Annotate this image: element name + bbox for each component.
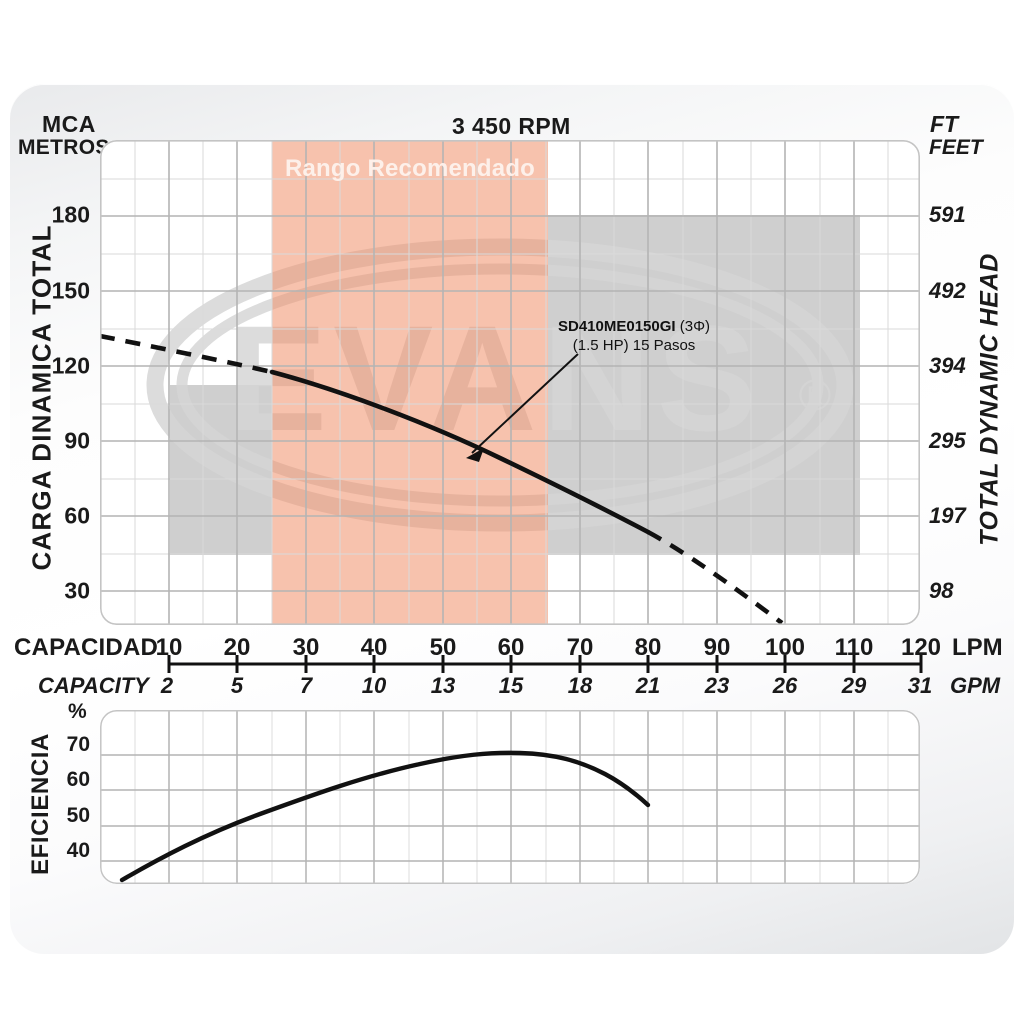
ytick-m-180: 180	[51, 201, 90, 228]
xtick-lpm-100: 100	[764, 634, 806, 661]
model-phase: (3Φ)	[679, 318, 711, 335]
xtick-gpm-5: 5	[230, 673, 244, 698]
axis-unit-gpm: GPM	[950, 673, 1001, 698]
xtick-lpm-120: 120	[900, 634, 942, 661]
unit-label-ft: FT	[930, 111, 959, 137]
ytick-m-60: 60	[64, 502, 90, 529]
axis-title-carga-dinamica-total: CARGA DINAMICA TOTAL	[26, 224, 57, 571]
svg-text:®: ®	[799, 371, 831, 420]
ytick-ft-197: 197	[929, 503, 966, 528]
xtick-gpm-7: 7	[299, 673, 313, 698]
xtick-gpm-10: 10	[361, 673, 387, 698]
eff-grid-major-vertical	[168, 710, 855, 884]
recommended-range-label: Rango Recomendado	[284, 155, 536, 182]
ytick-ft-394: 394	[929, 353, 966, 378]
ytick-eff-50: 50	[66, 804, 90, 827]
head-curve-dashed-start	[100, 333, 273, 375]
xtick-gpm-15: 15	[498, 673, 524, 698]
axis-unit-lpm: LPM	[952, 634, 1003, 661]
head-curve-plot: EVANS ®	[100, 140, 920, 625]
unit-label-mca: MCA	[42, 111, 96, 137]
ytick-m-30: 30	[64, 577, 90, 604]
model-power-stages: (1.5 HP) 15 Pasos	[572, 336, 696, 354]
xtick-gpm-18: 18	[567, 673, 593, 698]
xtick-gpm-2: 2	[160, 673, 174, 698]
recommended-range-band	[272, 140, 548, 625]
ytick-eff-40: 40	[66, 839, 90, 862]
xtick-lpm-20: 20	[223, 634, 251, 661]
rpm-label: 3 450 RPM	[452, 113, 571, 139]
unit-label-metros: METROS	[18, 136, 110, 159]
ytick-eff-60: 60	[66, 768, 90, 791]
head-curve-solid	[269, 369, 651, 535]
ytick-ft-98: 98	[929, 578, 954, 603]
xtick-gpm-21: 21	[635, 673, 661, 698]
annotation-leader-arrow	[466, 353, 579, 462]
ytick-m-150: 150	[51, 277, 90, 304]
model-annotation: SD410ME0150GI (3Φ) (1.5 HP) 15 Pasos	[558, 318, 710, 356]
xtick-gpm-31: 31	[907, 673, 933, 698]
ytick-m-120: 120	[51, 352, 90, 379]
xtick-gpm-13: 13	[430, 673, 456, 698]
xtick-gpm-29: 29	[841, 673, 867, 698]
efficiency-unit-percent: %	[68, 700, 87, 723]
grid-major-horizontal	[100, 215, 920, 592]
xtick-lpm-60: 60	[497, 634, 525, 661]
model-code: SD410ME0150GI	[558, 318, 676, 335]
efficiency-curve	[119, 750, 651, 883]
xtick-gpm-26: 26	[772, 673, 798, 698]
ytick-m-90: 90	[64, 427, 90, 454]
ytick-eff-70: 70	[66, 733, 90, 756]
ytick-ft-295: 295	[929, 428, 966, 453]
axis-title-total-dynamic-head: TOTAL DYNAMIC HEAD	[975, 253, 1004, 546]
efficiency-plot	[100, 710, 920, 884]
axis-label-capacidad: CAPACIDAD	[14, 634, 159, 661]
xtick-gpm-23: 23	[704, 673, 730, 698]
head-curve-dashed-end	[646, 529, 784, 625]
xtick-lpm-80: 80	[634, 634, 662, 661]
eff-grid-minor-vertical	[134, 710, 889, 884]
ytick-ft-591: 591	[929, 202, 966, 227]
grid-major-vertical	[168, 140, 855, 625]
grid-minor-vertical	[134, 140, 889, 625]
unit-label-feet: FEET	[929, 136, 983, 159]
xtick-lpm-40: 40	[360, 634, 388, 661]
ytick-ft-492: 492	[929, 278, 966, 303]
axis-label-capacity: CAPACITY	[38, 673, 149, 698]
